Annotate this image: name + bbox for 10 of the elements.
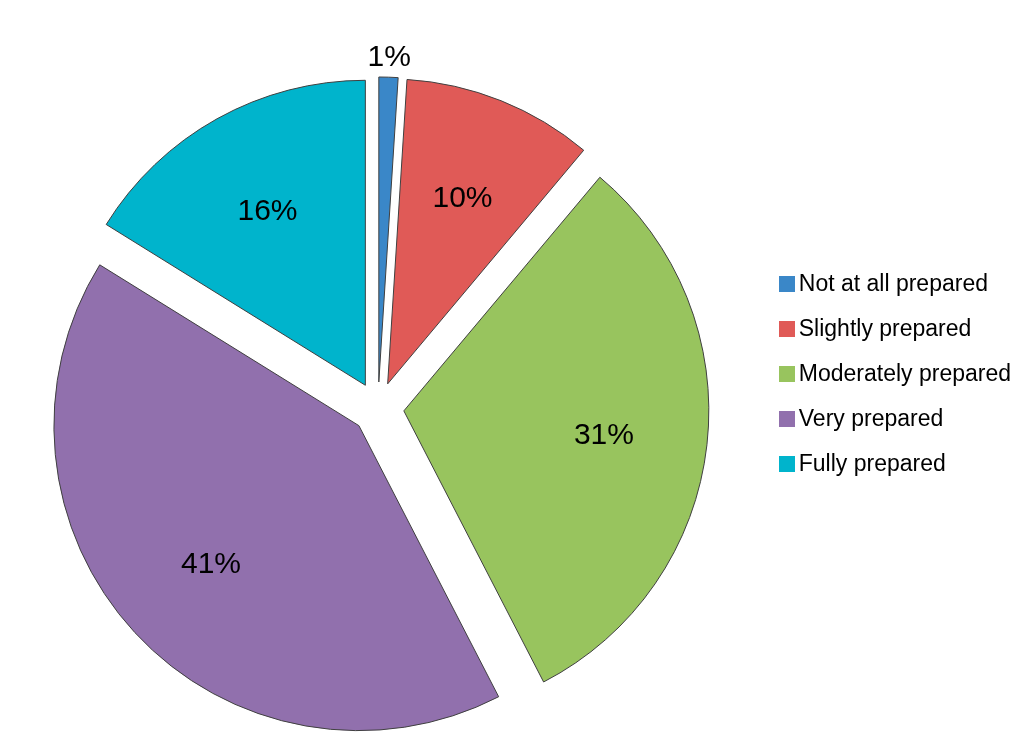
data-label: 16%: [237, 192, 298, 226]
legend-label: Very prepared: [798, 404, 944, 431]
data-label: 1%: [367, 38, 411, 72]
legend-label: Fully prepared: [798, 449, 946, 476]
legend-label: Slightly prepared: [798, 314, 972, 341]
legend-label: Moderately prepared: [798, 359, 1011, 386]
data-label: 10%: [432, 180, 493, 214]
data-label: 41%: [181, 545, 242, 579]
data-label: 31%: [573, 416, 634, 450]
legend-label: Not at all prepared: [798, 269, 988, 296]
